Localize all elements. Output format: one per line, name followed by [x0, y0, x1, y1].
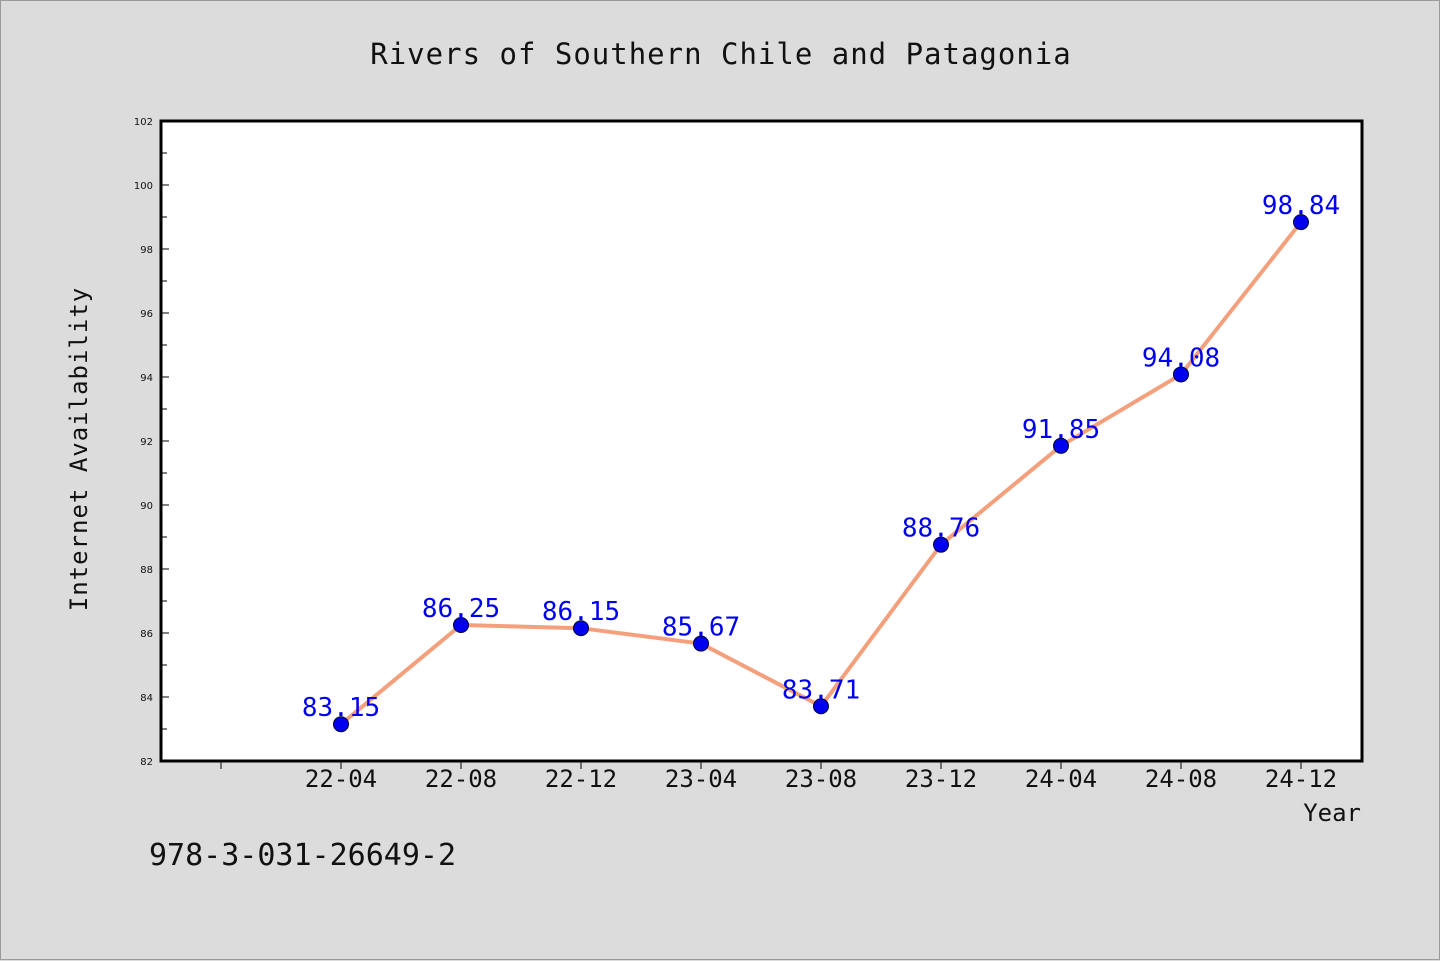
y-tick-label: 88 [140, 565, 153, 576]
y-tick-label: 102 [134, 117, 153, 128]
x-tick-label: 24-04 [1025, 765, 1097, 793]
data-point [693, 635, 709, 652]
data-label: 83.15 [302, 693, 380, 723]
data-labels-group: 83.15 86.25 86.15 85.67 83.71 88.76 91.85 94.08… [302, 191, 1340, 723]
y-tick-label: 82 [140, 757, 153, 768]
data-point [453, 617, 469, 633]
data-point [1053, 437, 1069, 454]
data-point [933, 536, 949, 553]
data-point [1173, 366, 1189, 383]
series-group [333, 214, 1309, 733]
x-tick-label: 23-12 [905, 765, 977, 793]
data-label: 98.84 [1262, 191, 1340, 221]
x-tick-label: 22-04 [305, 765, 377, 793]
y-tick-label: 96 [140, 309, 153, 320]
data-point [813, 698, 829, 715]
data-label: 86.25 [422, 594, 500, 624]
y-tick-label: 98 [140, 245, 153, 256]
chart-title: Rivers of Southern Chile and Patagonia [370, 37, 1071, 71]
x-tick-label: 22-12 [545, 765, 617, 793]
y-tick-label: 92 [140, 437, 153, 448]
data-label: 83.71 [782, 675, 860, 705]
y-tick-label: 94 [140, 373, 153, 384]
data-label: 86.15 [542, 597, 620, 627]
y-tick-label: 84 [140, 693, 153, 704]
data-label: 94.08 [1142, 343, 1220, 373]
y-tick-label: 90 [140, 501, 153, 512]
footnote-text: 978-3-031-26649-2 [149, 838, 456, 873]
x-tick-label: 22-08 [425, 765, 497, 793]
x-tick-label: 23-08 [785, 765, 857, 793]
data-label: 85.67 [662, 613, 740, 643]
y-tick-label: 86 [140, 629, 153, 640]
y-tick-label: 100 [134, 181, 153, 192]
x-tick-label: 24-12 [1265, 765, 1337, 793]
y-axis-label: Internet Availability [65, 287, 93, 611]
data-point [573, 620, 589, 637]
plot-area [159, 119, 1364, 763]
data-label: 88.76 [902, 514, 980, 544]
data-point [333, 716, 349, 733]
x-tick-label: 24-08 [1145, 765, 1217, 793]
axes-group: 82 84 86 88 90 92 94 96 98 100 102 22-04 22-08 22-12 2… [134, 117, 1337, 793]
data-label: 91.85 [1022, 415, 1100, 445]
x-tick-label: 23-04 [665, 765, 737, 793]
x-axis-label: Year [1303, 799, 1361, 827]
data-point [1293, 214, 1309, 231]
